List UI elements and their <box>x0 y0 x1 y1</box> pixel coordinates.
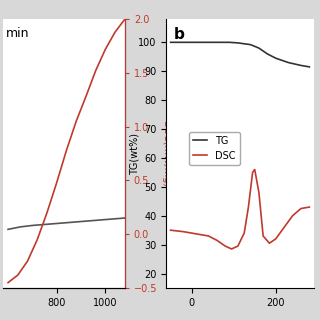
Text: min: min <box>6 27 29 40</box>
Y-axis label: TG(wt%): TG(wt%) <box>130 132 140 175</box>
Y-axis label: DSC(mW/mg): DSC(mW/mg) <box>161 121 171 187</box>
Text: b: b <box>174 27 185 42</box>
Legend: TG, DSC: TG, DSC <box>189 132 240 164</box>
